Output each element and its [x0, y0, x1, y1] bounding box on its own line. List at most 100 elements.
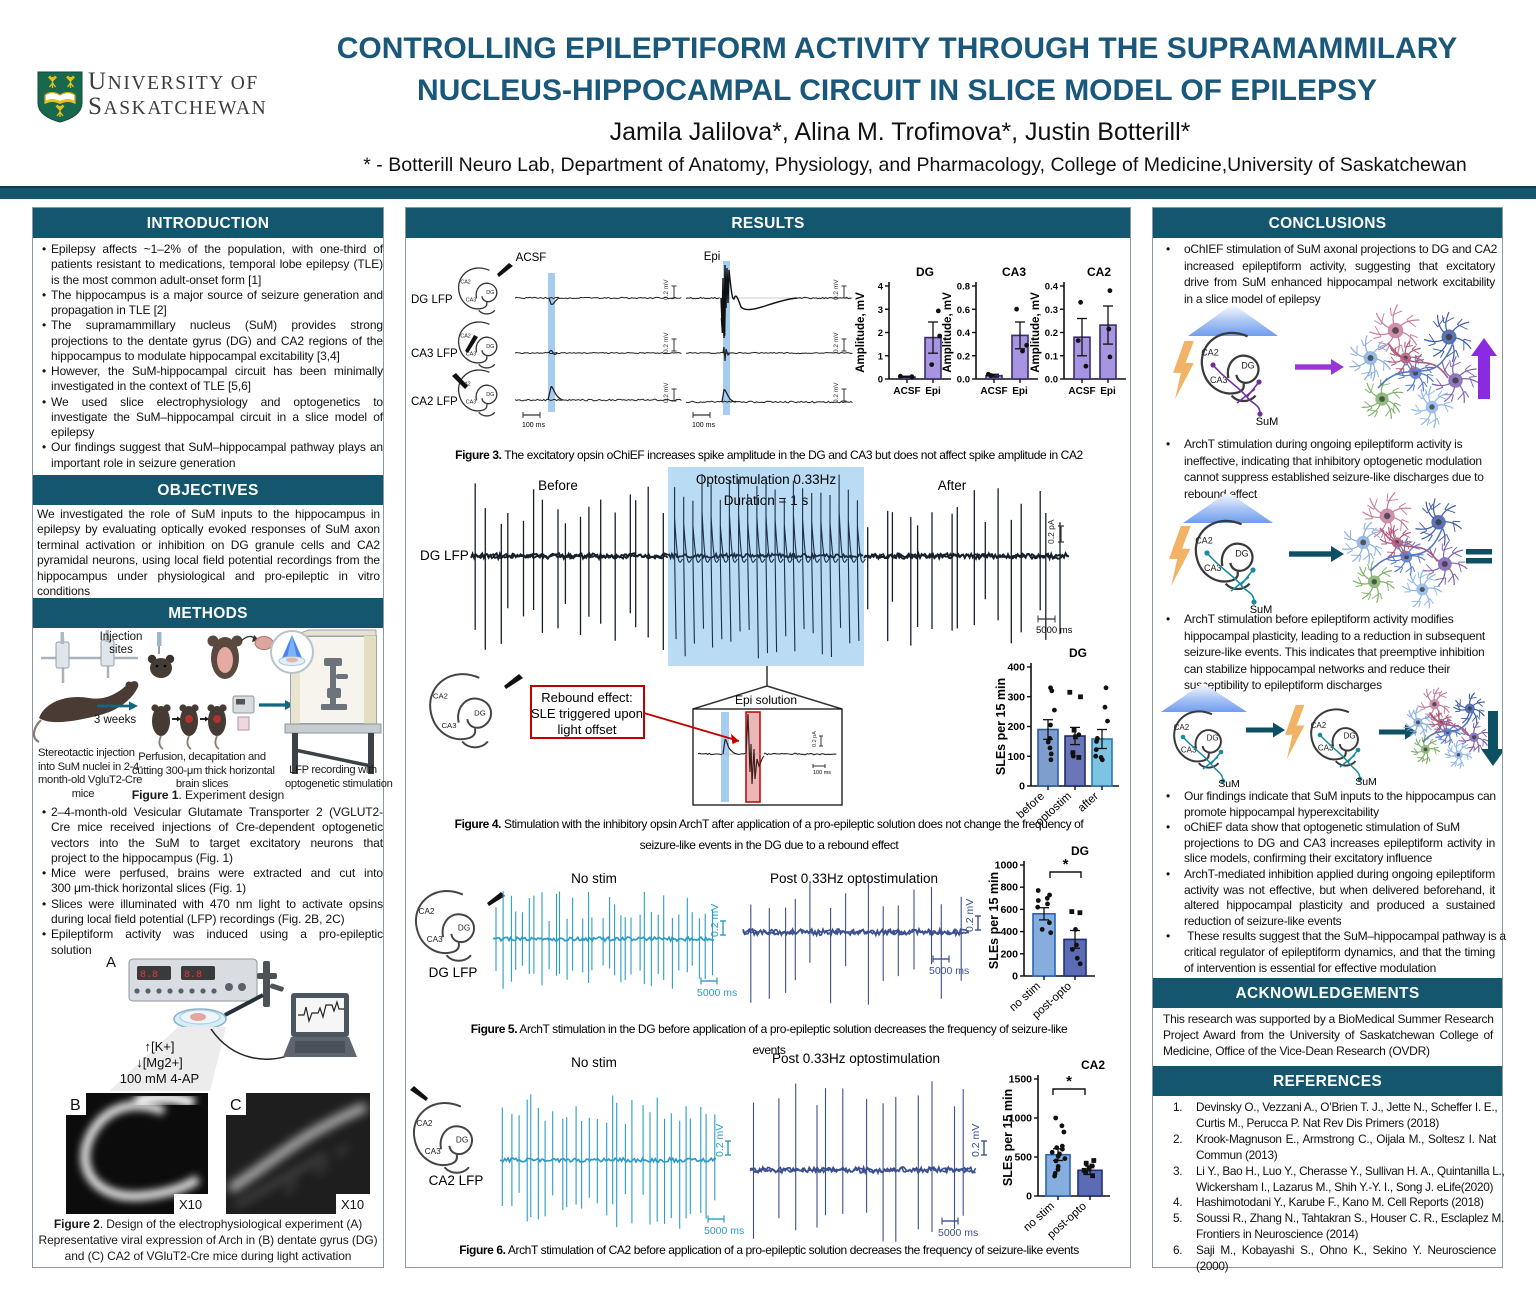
svg-text:C: C [230, 1097, 242, 1114]
svg-text:0.0: 0.0 [1045, 375, 1058, 386]
svg-text:SLEs per 15 min: SLEs per 15 min [994, 678, 1008, 775]
svg-text:0.0: 0.0 [957, 375, 970, 386]
svg-text:0: 0 [1026, 1191, 1032, 1203]
svg-text:A: A [106, 954, 116, 971]
svg-text:DG: DG [1241, 360, 1255, 370]
svg-text:events: events [753, 1043, 786, 1057]
svg-text:100 ms: 100 ms [522, 422, 545, 429]
svg-text:0: 0 [878, 375, 883, 386]
svg-text:4: 4 [878, 282, 884, 293]
svg-text:CA2: CA2 [417, 1119, 433, 1128]
svg-text:0.2 mV: 0.2 mV [663, 332, 670, 353]
svg-text:DG: DG [474, 709, 486, 718]
svg-text:100: 100 [1007, 751, 1025, 763]
svg-text:CA3: CA3 [1210, 375, 1228, 385]
svg-text:CA3: CA3 [425, 1147, 441, 1156]
svg-text:Epi solution: Epi solution [735, 693, 797, 707]
svg-text:CA2: CA2 [1087, 265, 1111, 279]
svg-text:CA3: CA3 [466, 352, 477, 358]
svg-text:ACSF: ACSF [1068, 386, 1095, 397]
svg-text:CA3: CA3 [1181, 746, 1197, 755]
svg-text:0.2 mV: 0.2 mV [709, 904, 721, 937]
svg-text:DG: DG [486, 392, 494, 398]
svg-text:200: 200 [1000, 948, 1018, 960]
svg-text:After: After [938, 478, 967, 493]
svg-text:Epi: Epi [1100, 386, 1116, 397]
svg-text:0.6: 0.6 [957, 305, 970, 316]
svg-text:5000 ms: 5000 ms [938, 1227, 978, 1239]
svg-text:DG: DG [456, 1136, 468, 1145]
svg-text:0.2 mV: 0.2 mV [714, 1124, 726, 1157]
svg-text:0: 0 [1012, 971, 1018, 983]
svg-text:5000 ms: 5000 ms [704, 1225, 744, 1237]
svg-text:Injection: Injection [100, 631, 143, 643]
svg-text:X10: X10 [179, 1197, 202, 1212]
svg-text:DG: DG [1207, 734, 1219, 743]
svg-text:ACSF: ACSF [893, 386, 920, 397]
svg-text:ACSF: ACSF [980, 386, 1007, 397]
svg-text:0.4: 0.4 [957, 328, 971, 339]
svg-text:400: 400 [1000, 926, 1018, 938]
svg-text:DG LFP: DG LFP [420, 548, 469, 563]
svg-text:0: 0 [1019, 781, 1025, 793]
svg-text:200: 200 [1007, 721, 1025, 733]
svg-text:500: 500 [1014, 1152, 1032, 1164]
svg-text:CA3 LFP: CA3 LFP [411, 348, 458, 360]
svg-text:0.4: 0.4 [1045, 282, 1059, 293]
svg-text:Figure 6. ArchT stimulation of: Figure 6. ArchT stimulation of CA2 befor… [459, 1243, 1079, 1257]
svg-text:SuM: SuM [1218, 778, 1240, 790]
svg-text:0.8: 0.8 [957, 282, 970, 293]
svg-text:CA3: CA3 [1002, 265, 1026, 279]
svg-text:0.1: 0.1 [1045, 351, 1059, 362]
svg-text:CA2 LFP: CA2 LFP [411, 396, 458, 408]
svg-text:Amplitude, mV: Amplitude, mV [1030, 292, 1042, 373]
svg-text:0.2 mV: 0.2 mV [970, 1124, 982, 1157]
svg-text:3 weeks: 3 weeks [94, 714, 136, 726]
svg-text:CA3: CA3 [466, 298, 477, 304]
svg-text:1: 1 [878, 351, 884, 362]
svg-text:Post 0.33Hz optostimulation: Post 0.33Hz optostimulation [772, 1051, 940, 1066]
svg-text:Epi: Epi [1012, 386, 1028, 397]
svg-text:0.3: 0.3 [1045, 305, 1058, 316]
svg-text:0.2 mV: 0.2 mV [663, 382, 670, 403]
svg-text:0.2 pA: 0.2 pA [812, 731, 818, 747]
svg-text:DG LFP: DG LFP [411, 294, 453, 306]
svg-text:Epi: Epi [925, 386, 941, 397]
svg-text:CA3: CA3 [466, 400, 477, 406]
svg-text:No stim: No stim [571, 1055, 617, 1070]
svg-text:0.2: 0.2 [957, 351, 970, 362]
svg-text:seizure-like events in the DG: seizure-like events in the DG due to a r… [640, 838, 900, 852]
svg-text:2: 2 [878, 328, 883, 339]
svg-text:CA2: CA2 [460, 279, 471, 285]
svg-text:5000 ms: 5000 ms [929, 965, 969, 977]
svg-text:CA2: CA2 [1081, 1058, 1105, 1072]
svg-text:Post 0.33Hz optostimulation: Post 0.33Hz optostimulation [770, 871, 938, 886]
svg-text:0.2 pA: 0.2 pA [1046, 519, 1056, 544]
svg-text:Figure 3. The excitatory opsin: Figure 3. The excitatory opsin oChiEF in… [455, 448, 1083, 462]
svg-text:DG LFP: DG LFP [429, 965, 478, 980]
svg-text:CA3: CA3 [427, 935, 443, 944]
svg-text:0.2 mV: 0.2 mV [964, 899, 976, 932]
svg-text:0.2 mV: 0.2 mV [663, 279, 670, 300]
svg-text:Rebound effect:: Rebound effect: [541, 690, 633, 705]
svg-text:5000 ms: 5000 ms [697, 987, 737, 999]
svg-text:Figure 4. Stimulation with the: Figure 4. Stimulation with the inhibitor… [455, 817, 1085, 831]
svg-text:SLE triggered upon: SLE triggered upon [531, 706, 643, 721]
svg-text:Epi: Epi [704, 251, 721, 263]
svg-text:CA2 LFP: CA2 LFP [429, 1173, 484, 1188]
svg-text:0.2 mV: 0.2 mV [833, 279, 840, 300]
svg-text:CA2: CA2 [1174, 723, 1190, 732]
svg-text:3: 3 [878, 305, 883, 316]
svg-text:*: * [1063, 856, 1069, 873]
svg-text:SLEs per 15 min: SLEs per 15 min [987, 872, 1001, 969]
svg-text:DG: DG [1344, 732, 1356, 741]
svg-text:1500: 1500 [1009, 1074, 1033, 1086]
svg-text:Optostimulation 0.33Hz: Optostimulation 0.33Hz [696, 472, 837, 487]
svg-text:SuM: SuM [1250, 604, 1273, 616]
svg-text:CA3: CA3 [1204, 563, 1222, 573]
svg-text:Before: Before [538, 478, 578, 493]
svg-text:CA2: CA2 [433, 692, 448, 701]
svg-text:DG: DG [1235, 548, 1249, 558]
svg-text:300: 300 [1007, 691, 1025, 703]
svg-text:SuM: SuM [1355, 776, 1377, 788]
